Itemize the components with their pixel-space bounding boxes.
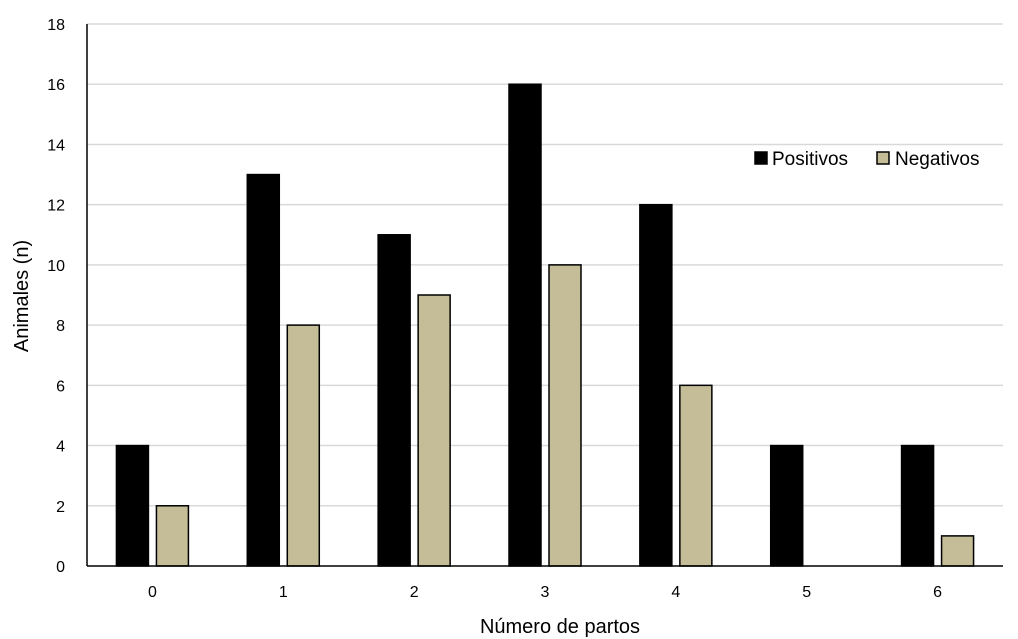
- bar-negativos-6: [940, 535, 975, 567]
- x-axis-title: Número de partos: [480, 616, 640, 638]
- y-tick-label: 16: [47, 77, 65, 94]
- y-tick-label: 18: [47, 17, 65, 34]
- x-tick-label: 1: [279, 584, 288, 601]
- bar-positivos-3: [508, 83, 542, 567]
- x-tick-label: 3: [541, 584, 550, 601]
- bar-positivos-1: [246, 173, 281, 567]
- y-tick-label: 4: [56, 439, 65, 456]
- bar-negativos-0: [155, 505, 190, 567]
- x-tick-label: 4: [671, 584, 680, 601]
- x-tick-label: 0: [148, 584, 157, 601]
- bar-positivos-5: [769, 444, 804, 567]
- y-tick-label: 8: [56, 318, 65, 335]
- y-tick-label: 0: [56, 559, 65, 576]
- bar-positivos-4: [639, 203, 673, 567]
- legend-swatch-positivos: [754, 151, 768, 165]
- y-tick-label: 6: [56, 378, 65, 395]
- legend-label-positivos: Positivos: [772, 149, 848, 170]
- bars: [115, 83, 975, 567]
- axes: [86, 24, 1003, 567]
- bar-positivos-0: [115, 444, 150, 567]
- legend-label-negativos: Negativos: [895, 149, 980, 170]
- bar-positivos-6: [900, 444, 935, 567]
- bar-negativos-1: [286, 324, 321, 567]
- y-tick-label: 2: [56, 499, 65, 516]
- y-axis-title: Animales (n): [11, 240, 33, 352]
- x-tick-labels: 0 1 2 3 4 5 6: [148, 584, 942, 601]
- x-tick-label: 2: [410, 584, 419, 601]
- bar-negativos-4: [679, 384, 713, 567]
- x-tick-label: 6: [933, 584, 942, 601]
- y-tick-label: 14: [47, 137, 65, 154]
- bar-positivos-2: [377, 234, 411, 567]
- legend-swatch-negativos: [876, 151, 890, 165]
- bar-negativos-2: [417, 294, 451, 567]
- gridlines: [87, 23, 1003, 507]
- y-tick-label: 10: [47, 258, 65, 275]
- y-tick-label: 12: [47, 198, 65, 215]
- y-tick-labels: 0 2 4 6 8 10 12 14 16 18: [47, 17, 65, 576]
- x-tick-label: 5: [802, 584, 811, 601]
- legend: Positivos Negativos: [754, 149, 980, 170]
- bar-negativos-3: [548, 264, 582, 567]
